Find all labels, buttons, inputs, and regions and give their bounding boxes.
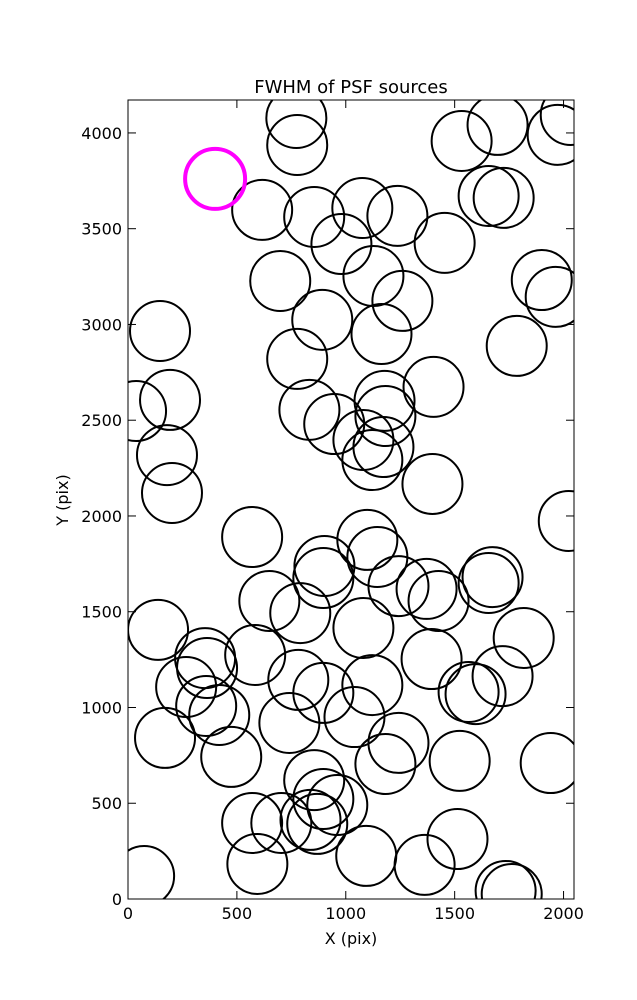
source-circle [407,570,470,633]
source-circle [526,103,574,166]
x-tick-label: 2000 [543,904,584,923]
source-circle [266,327,329,390]
source-circle [139,368,202,431]
y-tick-label: 1500 [81,603,122,622]
source-circle [238,570,301,633]
source-circle [283,749,346,812]
source-circle [221,506,284,569]
source-circle [291,288,354,351]
source-circle [510,249,573,312]
y-tick-label: 1000 [81,698,122,717]
x-tick-label: 1500 [434,904,475,923]
source-circle [226,832,289,895]
source-circle [519,732,574,795]
source-circle [366,184,429,247]
source-circle [283,186,346,249]
source-circle [336,508,399,571]
source-circle [176,637,239,700]
y-tick-label: 0 [112,890,122,909]
plot-area [128,100,574,899]
source-circle [485,314,548,377]
source-circle [350,303,413,366]
source-circle [128,845,176,899]
source-circle [395,557,458,620]
source-circle [331,177,394,240]
y-tick-label: 3000 [81,315,122,334]
source-circle [269,582,332,645]
source-circle [140,461,203,524]
source-circle [461,546,524,609]
source-circle [341,429,404,492]
source-circle [413,211,476,274]
x-tick-label: 0 [123,904,133,923]
source-circle [175,674,238,737]
source-circle [354,384,417,447]
source-circle [472,166,535,229]
source-circle [400,628,463,691]
source-circle [200,725,263,788]
source-circle [292,547,355,610]
y-tick-label: 2500 [81,411,122,430]
source-circle [474,859,537,899]
source-circle [492,606,555,669]
source-circle [428,729,491,792]
y-tick-label: 500 [91,794,122,813]
source-circle [279,788,342,851]
source-circle [524,265,574,328]
source-circle [430,109,493,172]
source-circle [480,863,543,899]
source-circle [457,164,520,227]
source-circle [354,732,417,795]
source-circle [426,808,489,871]
source-circle [265,100,328,149]
source-circle [183,146,248,211]
source-circle [128,380,168,443]
source-circle [539,100,574,146]
source-circle [134,706,197,769]
source-circle [537,489,574,552]
chart-title: FWHM of PSF sources [254,77,448,98]
y-axis-label: Y (pix) [53,474,72,526]
y-tick-label: 3500 [81,220,122,239]
source-circle [188,683,251,746]
source-circle [341,654,404,717]
source-circle [402,355,465,418]
source-circle [249,249,312,312]
source-circle [231,178,294,241]
source-circle [258,691,321,754]
source-circle [457,552,520,615]
source-circle [310,213,373,276]
source-circle [286,792,349,855]
source-circle [224,624,287,687]
source-circle [332,597,395,660]
source-circle [250,791,313,854]
source-circle [437,660,500,723]
source-circle [292,768,355,831]
source-circle [367,555,430,618]
y-tick-label: 2000 [81,507,122,526]
x-tick-label: 1000 [325,904,366,923]
x-tick-label: 500 [222,904,253,923]
source-circle [466,100,529,156]
x-axis-label: X (pix) [325,929,378,948]
source-circle [371,269,434,332]
source-circle [266,114,329,177]
source-circle [393,833,456,896]
source-circle [129,299,192,362]
source-circle [221,791,284,854]
source-circle [401,452,464,515]
source-circle [367,711,430,774]
source-circle [135,424,198,487]
y-tick-label: 4000 [81,124,122,143]
source-circle [352,416,415,479]
plot-frame [127,99,575,900]
source-circle [444,663,507,726]
